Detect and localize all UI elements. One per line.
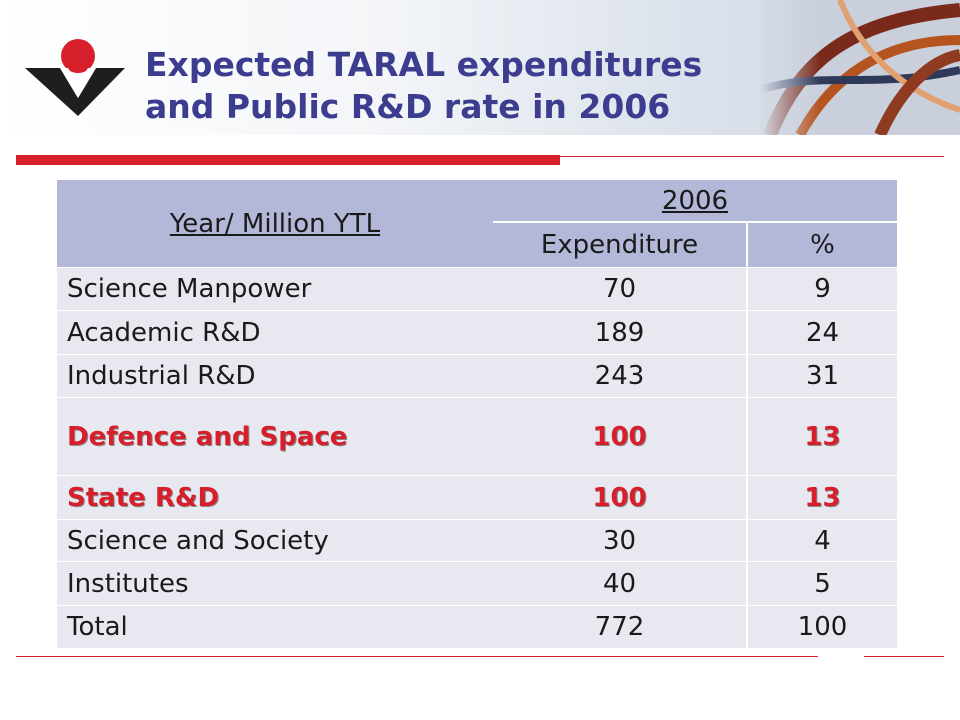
logo-icon <box>25 39 125 116</box>
page-title: Expected TARAL expenditures and Public R… <box>145 44 702 128</box>
table-cell-percent: 24 <box>748 311 897 354</box>
table-cell-percent: 9 <box>748 268 897 310</box>
table-row-label: Science Manpower <box>57 268 493 310</box>
bottom-divider-line <box>16 656 944 657</box>
table-row-label: Science and Society <box>57 520 493 561</box>
header-divider <box>493 221 897 223</box>
bottom-line-gap <box>818 653 864 661</box>
table-cell-expenditure-highlighted: 100 <box>493 476 746 519</box>
table-cell-percent-highlighted: 13 <box>748 398 897 475</box>
red-accent-bar <box>16 155 560 165</box>
table-cell-percent: 4 <box>748 520 897 561</box>
expenditure-header-cell: Expenditure <box>493 223 746 267</box>
year-label: 2006 <box>661 185 729 216</box>
percent-header-cell: % <box>748 223 897 267</box>
table-row-label-highlighted: State R&D <box>57 476 493 519</box>
percent-header-label: % <box>810 230 835 260</box>
column-divider <box>746 223 748 648</box>
table-cell-expenditure: 30 <box>493 520 746 561</box>
decorative-header-image <box>760 0 960 135</box>
row-header-label: Year/ Million YTL <box>169 208 381 239</box>
table-row-label-total: Total <box>57 606 493 648</box>
row-header-cell: Year/ Million YTL <box>57 180 493 267</box>
table-cell-expenditure: 243 <box>493 355 746 397</box>
title-line-1: Expected TARAL expenditures <box>145 45 703 84</box>
table-row-label: Industrial R&D <box>57 355 493 397</box>
table-cell-expenditure: 189 <box>493 311 746 354</box>
table-cell-percent-highlighted: 13 <box>748 476 897 519</box>
table-row-label: Academic R&D <box>57 311 493 354</box>
table-cell-percent: 31 <box>748 355 897 397</box>
top-divider-line <box>560 156 944 157</box>
table-row-label-highlighted: Defence and Space <box>57 398 493 475</box>
year-header-cell: 2006 <box>493 180 897 221</box>
table-cell-expenditure: 40 <box>493 562 746 605</box>
table-cell-expenditure-total: 772 <box>493 606 746 648</box>
table-row-label: Institutes <box>57 562 493 605</box>
title-line-2: and Public R&D rate in 2006 <box>145 87 671 126</box>
expenditure-header-label: Expenditure <box>540 230 699 260</box>
table-cell-percent: 5 <box>748 562 897 605</box>
table-cell-expenditure: 70 <box>493 268 746 310</box>
table-cell-percent-total: 100 <box>748 606 897 648</box>
table-cell-expenditure-highlighted: 100 <box>493 398 746 475</box>
